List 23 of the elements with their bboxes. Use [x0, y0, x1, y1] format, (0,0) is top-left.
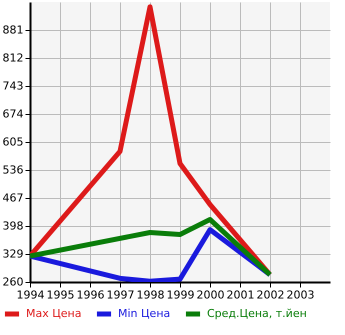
- y-tick-label: 812: [2, 52, 24, 64]
- legend-label: Min Цена: [118, 307, 170, 320]
- x-tick-label: 2003: [286, 288, 314, 302]
- y-tick-label: 398: [2, 220, 24, 232]
- y-tick-label: 329: [2, 248, 24, 260]
- legend-label: Сред.Цена, т.йен: [207, 307, 307, 320]
- y-tick-label: 674: [2, 108, 24, 120]
- x-tick-label: 1995: [46, 288, 74, 302]
- y-tick-label: 467: [2, 192, 24, 204]
- x-tick-label: 1994: [16, 288, 44, 302]
- x-tick-label: 1999: [166, 288, 194, 302]
- y-tick-label: 536: [2, 164, 24, 176]
- y-tick-label: 743: [2, 80, 24, 92]
- x-tick-label: 1998: [136, 288, 164, 302]
- x-tick-label: 2000: [196, 288, 224, 302]
- x-tick-label: 1996: [76, 288, 104, 302]
- x-tick-label: 1997: [106, 288, 134, 302]
- y-tick-label: 605: [2, 136, 24, 148]
- y-tick-label: 881: [2, 24, 24, 36]
- x-tick-label: 2001: [226, 288, 254, 302]
- x-tick-label: 2002: [256, 288, 284, 302]
- y-tick-label: 260: [2, 276, 24, 288]
- legend-label: Max Цена: [26, 307, 82, 320]
